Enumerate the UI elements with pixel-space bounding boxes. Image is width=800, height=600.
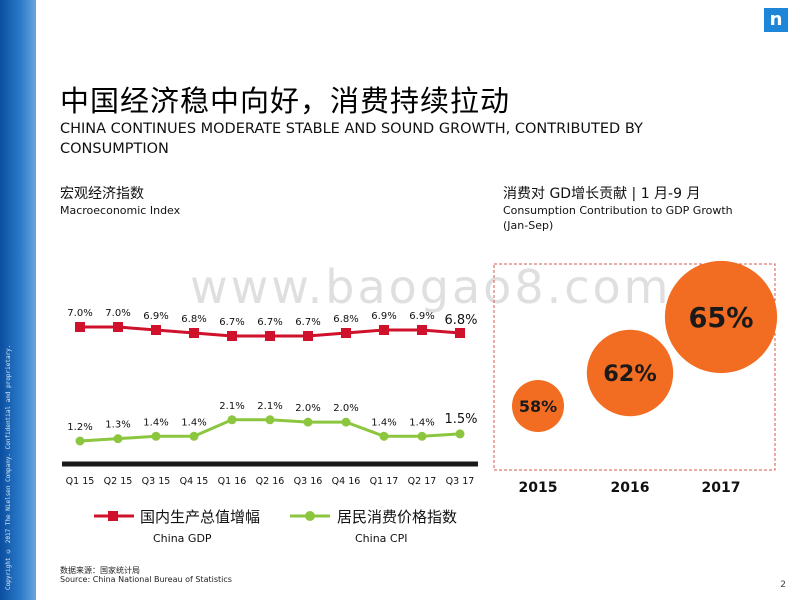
cpi-point <box>379 431 389 441</box>
cpi-data-label: 1.3% <box>105 420 130 431</box>
gdp-point <box>417 325 427 335</box>
cpi-data-label: 1.2% <box>67 422 92 433</box>
gdp-point <box>265 331 275 341</box>
right-section-subtitle: Consumption Contribution to GDP Growth <box>503 204 733 217</box>
right-section-title: 消费对 GD增长贡献 | 1 月-9 月 <box>503 186 701 202</box>
x-tick-label: Q2 15 <box>104 476 133 487</box>
year-label: 2015 <box>519 480 558 496</box>
bubble-series: 58% 2015 62% 2016 65% 2017 <box>512 260 778 496</box>
bubble-label: 58% <box>519 397 557 416</box>
cpi-data-label: 2.0% <box>295 403 320 414</box>
gdp-point <box>379 325 389 335</box>
gdp-point <box>151 325 161 335</box>
gdp-data-label: 6.9% <box>409 311 434 322</box>
legend: 国内生产总值增幅 China GDP 居民消费价格指数 China CPI <box>94 508 457 545</box>
gdp-point <box>75 322 85 332</box>
legend-cpi-label: 居民消费价格指数 <box>337 508 457 526</box>
x-tick-label: Q1 17 <box>370 476 399 487</box>
bubble-label: 62% <box>603 361 657 387</box>
cpi-point <box>341 417 351 427</box>
cpi-data-label: 1.5% <box>444 412 477 427</box>
gdp-data-label: 6.7% <box>219 317 244 328</box>
gdp-point <box>455 328 465 338</box>
bubble-2015 <box>512 380 564 432</box>
right-section-subtitle-2: (Jan-Sep) <box>503 219 554 232</box>
gdp-data-label: 6.8% <box>333 314 358 325</box>
cpi-point <box>75 436 85 446</box>
gdp-data-label: 6.8% <box>444 313 477 328</box>
cpi-data-label: 1.4% <box>371 417 396 428</box>
x-tick-label: Q1 16 <box>218 476 247 487</box>
gdp-data-label: 6.8% <box>181 314 206 325</box>
bubble-frame <box>493 263 776 471</box>
cpi-point <box>265 415 275 425</box>
gdp-data-label: 6.7% <box>295 317 320 328</box>
legend-cpi-marker <box>305 511 315 521</box>
gdp-point <box>113 322 123 332</box>
gdp-point <box>189 328 199 338</box>
cpi-data-label: 2.0% <box>333 403 358 414</box>
legend-cpi-sublabel: China CPI <box>355 532 407 545</box>
cpi-data-label: 2.1% <box>219 401 244 412</box>
x-tick-label: Q2 16 <box>256 476 285 487</box>
left-section-title: 宏观经济指数 <box>60 186 144 202</box>
cpi-point <box>151 431 161 441</box>
gdp-series: 7.0% 7.0% 6.9% 6.8% 6.7% 6.7% 6.7% 6.8% 6.9% 6.9%… <box>67 308 478 341</box>
gdp-point <box>341 328 351 338</box>
cpi-data-label: 1.4% <box>181 417 206 428</box>
cpi-point <box>227 415 237 425</box>
source-cn: 数据来源：国家统计局 <box>60 566 140 575</box>
x-tick-label: Q2 17 <box>408 476 437 487</box>
nielsen-logo-icon: n <box>764 8 788 32</box>
cpi-data-label: 1.4% <box>409 417 434 428</box>
cpi-point <box>303 417 313 427</box>
year-label: 2017 <box>702 480 741 496</box>
gdp-point <box>227 331 237 341</box>
x-tick-labels: Q1 15 Q2 15 Q3 15 Q4 15 Q1 16 Q2 16 Q3 16 Q4 16… <box>66 476 475 487</box>
gdp-data-label: 6.7% <box>257 317 282 328</box>
source-en: Source: China National Bureau of Statist… <box>60 575 232 584</box>
cpi-point <box>113 434 123 444</box>
year-label: 2016 <box>611 480 650 496</box>
gdp-data-label: 6.9% <box>143 311 168 322</box>
x-tick-label: Q3 15 <box>142 476 171 487</box>
cpi-data-label: 2.1% <box>257 401 282 412</box>
legend-gdp-sublabel: China GDP <box>153 532 212 545</box>
bubble-2016 <box>586 329 674 417</box>
x-tick-label: Q4 16 <box>332 476 361 487</box>
x-tick-label: Q4 15 <box>180 476 209 487</box>
page-title-en: CHINA CONTINUES MODERATE STABLE AND SOUN… <box>60 121 643 157</box>
gdp-data-label: 6.9% <box>371 311 396 322</box>
gdp-data-label: 7.0% <box>67 308 92 319</box>
page-title-cn: 中国经济稳中向好，消费持续拉动 <box>60 84 511 118</box>
gdp-data-label: 7.0% <box>105 308 130 319</box>
bubble-label: 65% <box>688 303 753 334</box>
legend-gdp-label: 国内生产总值增幅 <box>140 508 260 526</box>
x-tick-label: Q1 15 <box>66 476 95 487</box>
legend-gdp-marker <box>108 511 118 521</box>
bubble-2017 <box>664 260 778 374</box>
cpi-data-label: 1.4% <box>143 417 168 428</box>
page-number: 2 <box>780 580 786 590</box>
gdp-point <box>303 331 313 341</box>
x-tick-label: Q3 16 <box>294 476 323 487</box>
cpi-point <box>189 431 199 441</box>
cpi-point <box>455 429 465 439</box>
cpi-point <box>417 431 427 441</box>
cpi-series: 1.2% 1.3% 1.4% 1.4% 2.1% 2.1% 2.0% 2.0% 1.4% 1.4%… <box>67 401 478 446</box>
left-decorative-strip: Copyright © 2017 The Nielsen Company. Co… <box>0 0 36 600</box>
x-tick-label: Q3 17 <box>446 476 475 487</box>
watermark-text: www.baogao8.com <box>190 260 672 314</box>
left-section-subtitle: Macroeconomic Index <box>60 204 181 217</box>
